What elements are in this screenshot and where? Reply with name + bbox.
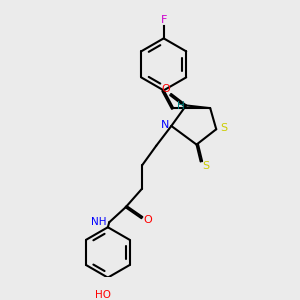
Text: O: O: [143, 214, 152, 225]
Text: NH: NH: [91, 217, 106, 227]
Text: S: S: [220, 123, 227, 133]
Text: H: H: [177, 101, 185, 111]
Text: O: O: [162, 84, 170, 94]
Text: N: N: [161, 120, 170, 130]
Text: F: F: [160, 15, 167, 25]
Text: HO: HO: [95, 290, 111, 300]
Text: S: S: [202, 161, 210, 172]
